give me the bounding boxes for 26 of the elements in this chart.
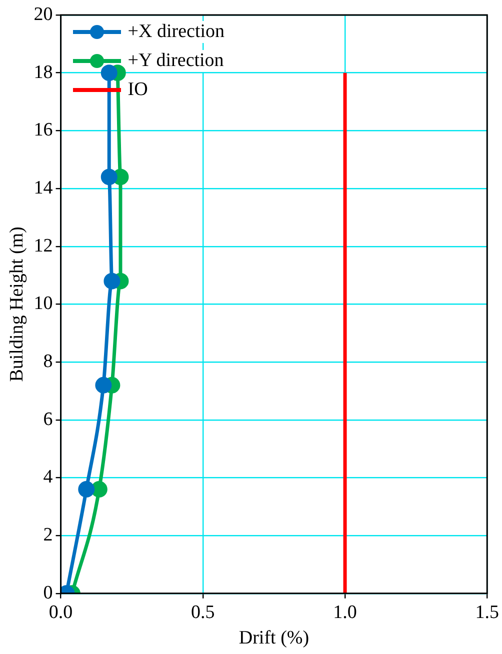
y-tick-label: 10 [34, 293, 53, 314]
x-tick-label: 0.0 [48, 602, 73, 623]
legend-label: IO [126, 78, 150, 100]
y-tick-label: 0 [43, 582, 53, 604]
legend-label: +X direction [126, 20, 227, 42]
y-tick-label: 20 [34, 4, 53, 25]
point [78, 481, 95, 498]
x-tick-label: 0.5 [191, 602, 215, 623]
y-tick-label: 12 [34, 235, 53, 256]
legend-label: +Y direction [126, 50, 226, 72]
point [95, 376, 112, 394]
y-tick-label: 4 [43, 466, 54, 488]
y-tick-label: 18 [34, 62, 53, 83]
point [100, 168, 118, 186]
x-tick-label: 1.5 [475, 602, 499, 623]
point [100, 64, 118, 82]
y-axis-title: Building Height (m) [6, 226, 28, 382]
x-axis-title: Drift (%) [238, 628, 310, 649]
y-tick-label: 14 [34, 178, 54, 199]
x-tick-label: 1.0 [333, 602, 357, 623]
y-tick-label: 6 [43, 408, 53, 430]
point [90, 481, 108, 498]
y-tick-label: 2 [43, 524, 53, 546]
point [104, 272, 120, 290]
y-tick-label: 16 [34, 120, 53, 141]
y-tick-label: 8 [43, 351, 53, 372]
